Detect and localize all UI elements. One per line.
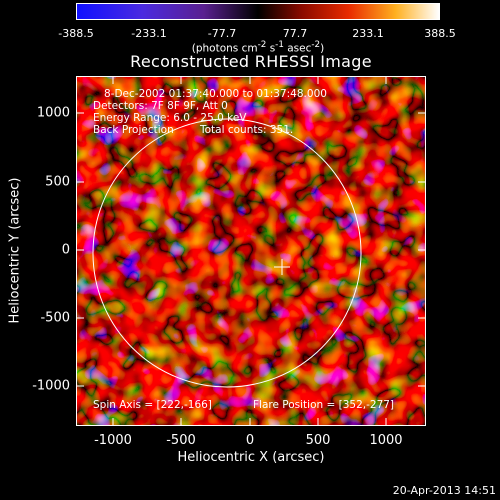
colorbar-tick-label: -388.5: [58, 27, 94, 40]
x-tick-label: -500: [166, 433, 196, 448]
spin-axis-marker: [274, 259, 290, 275]
generation-timestamp: 20-Apr-2013 14:51: [392, 484, 496, 497]
colorbar: [76, 3, 440, 20]
y-tick-label: 1000: [36, 105, 70, 121]
colorbar-unit-label: (photons cm-2 s-1 asec-2): [191, 40, 325, 55]
x-tick-label: 500: [305, 433, 331, 448]
spin-axis-label: Spin Axis = [222,-166]: [93, 399, 212, 411]
method-label: Back Projection: [93, 124, 174, 136]
y-tick-label: -500: [40, 310, 70, 326]
solar-image-plot: [76, 76, 426, 426]
energy-range-label: Energy Range: 6.0 - 25.0 keV: [93, 112, 247, 124]
detectors-label: Detectors: 7F 8F 9F, Att 0: [93, 100, 228, 112]
x-tick-label: 0: [245, 433, 255, 448]
y-tick-label: 0: [61, 242, 70, 258]
colorbar-tick-label: 77.7: [282, 27, 308, 40]
y-tick-label: 500: [45, 174, 70, 190]
x-tick-label: 1000: [369, 433, 403, 448]
back-projection-map: [77, 77, 425, 425]
colorbar-tick-label: -233.1: [131, 27, 167, 40]
x-axis-label: Heliocentric X (arcsec): [177, 450, 325, 465]
solar-limb-circle: [92, 118, 362, 388]
y-tick-label: -1000: [32, 378, 70, 394]
colorbar-tick-label: 233.1: [352, 27, 384, 40]
image-title: Reconstructed RHESSI Image: [130, 52, 372, 71]
colorbar-tick-label: 388.5: [424, 27, 456, 40]
flare-position-label: Flare Position = [352,-277]: [253, 399, 395, 411]
x-tick-label: -1000: [94, 433, 132, 448]
solar-image-canvas: [77, 77, 425, 425]
time-range-label: 8-Dec-2002 01:37:40.000 to 01:37:48.000: [104, 88, 327, 100]
y-axis-label: Heliocentric Y (arcsec): [7, 177, 23, 324]
total-counts-label: Total counts: 351.: [200, 124, 294, 136]
colorbar-tick-label: -77.7: [207, 27, 237, 40]
